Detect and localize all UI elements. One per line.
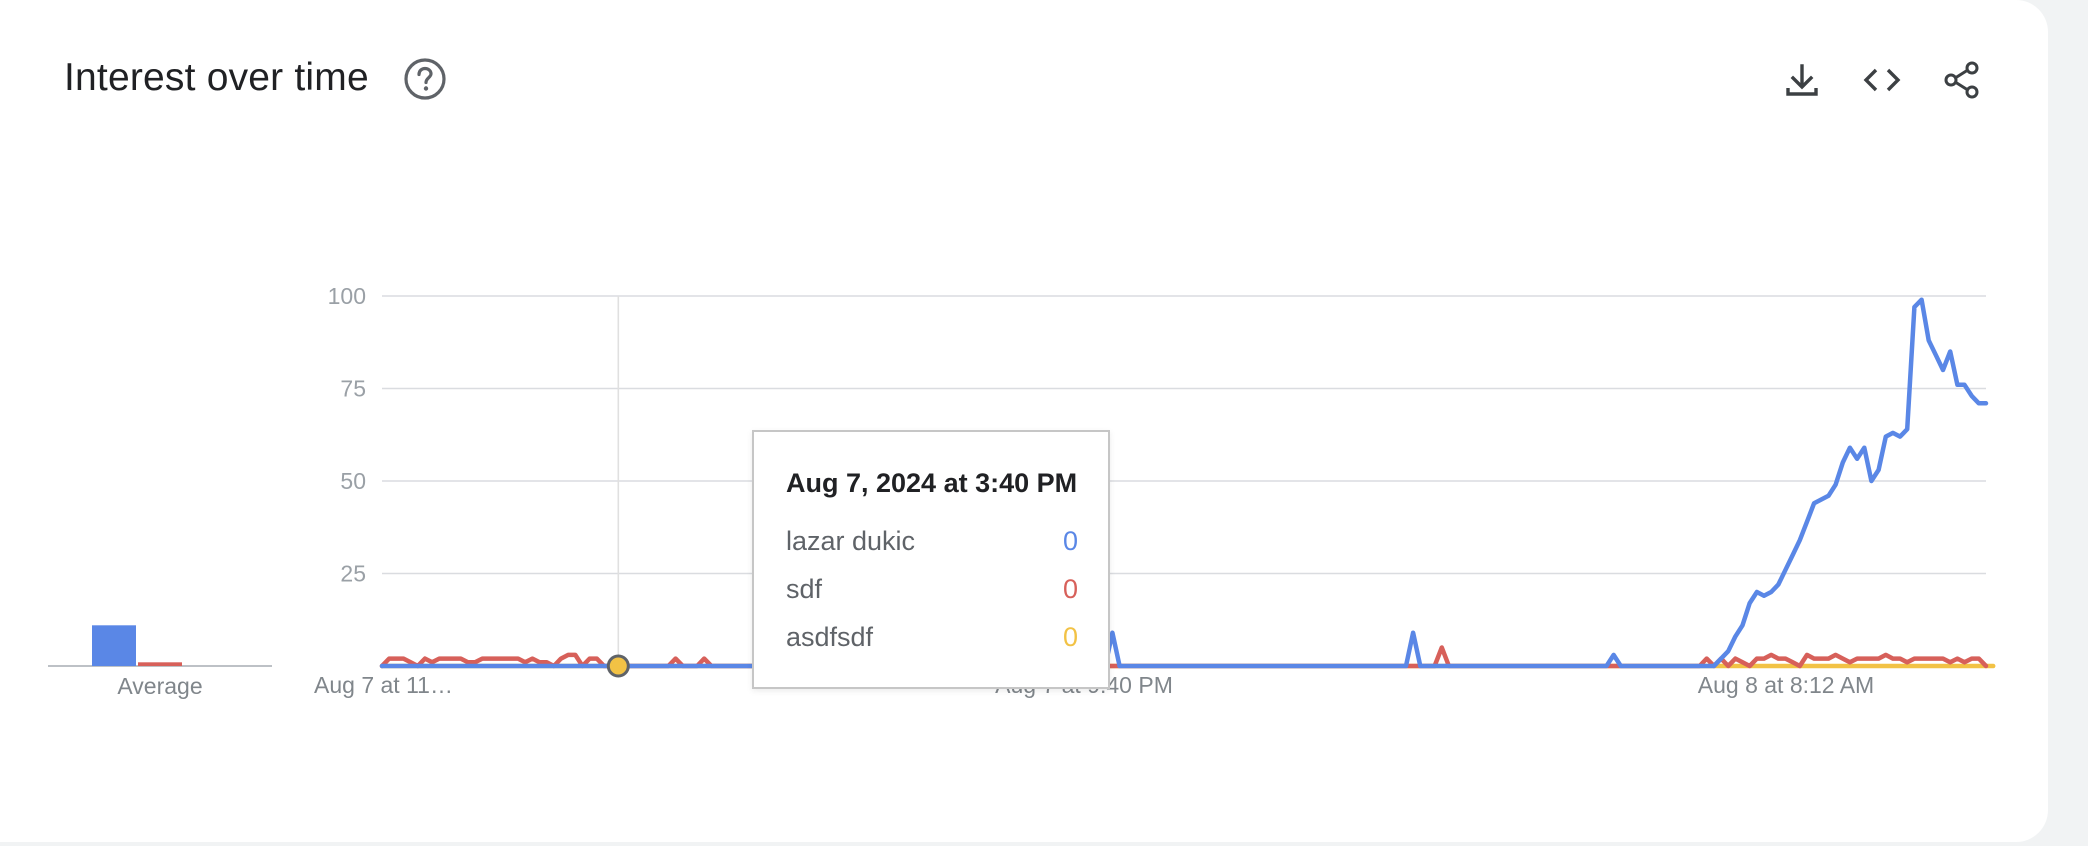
tooltip-series-name: sdf xyxy=(786,574,823,604)
average-bar-sdf xyxy=(138,662,182,666)
tooltip-series-value: 0 xyxy=(1062,622,1078,652)
tooltip-series-value: 0 xyxy=(1062,574,1078,604)
help-circle-icon[interactable] xyxy=(402,56,448,102)
hover-point xyxy=(606,654,630,678)
download-icon[interactable] xyxy=(1780,58,1824,102)
y-tick-label: 75 xyxy=(340,376,366,402)
x-tick-label: Aug 8 at 8:12 AM xyxy=(1698,672,1874,698)
embed-icon[interactable] xyxy=(1860,58,1904,102)
tooltip-date: Aug 7, 2024 at 3:40 PM xyxy=(786,468,1078,498)
tooltip-series-name: lazar dukic xyxy=(786,526,916,556)
y-tick-label: 25 xyxy=(340,561,366,587)
series-line-lazar-dukic xyxy=(379,297,1989,669)
average-bar-lazar-dukic xyxy=(92,625,136,666)
y-tick-label: 50 xyxy=(340,468,366,494)
card-title: Interest over time xyxy=(64,56,369,99)
chart-tooltip: Aug 7, 2024 at 3:40 PM lazar dukic 0 sdf… xyxy=(752,430,1110,689)
tooltip-row: asdfsdf 0 xyxy=(786,622,1078,658)
x-tick-label: Aug 7 at 11… xyxy=(314,672,453,698)
share-icon[interactable] xyxy=(1940,58,1984,102)
average-label: Average xyxy=(117,673,202,699)
y-tick-label: 100 xyxy=(328,283,366,309)
tooltip-series-value: 0 xyxy=(1062,526,1078,556)
tooltip-series-name: asdfsdf xyxy=(786,622,874,652)
interest-over-time-card: Interest over time xyxy=(0,0,2048,842)
tooltip-row: lazar dukic 0 xyxy=(786,526,1078,562)
tooltip-row: sdf 0 xyxy=(786,574,1078,610)
